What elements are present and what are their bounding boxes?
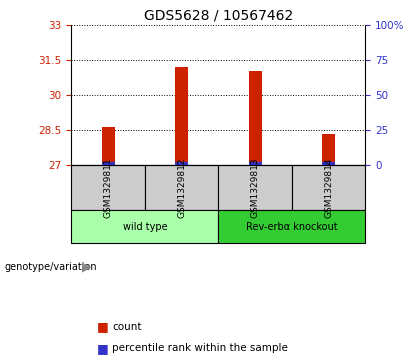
Text: GSM1329811: GSM1329811 <box>104 158 113 218</box>
Bar <box>249 162 262 165</box>
Bar <box>175 67 188 165</box>
Text: count: count <box>113 322 142 332</box>
Bar <box>218 165 292 211</box>
Text: percentile rank within the sample: percentile rank within the sample <box>113 343 288 354</box>
Bar <box>218 211 365 243</box>
Text: GSM1329813: GSM1329813 <box>251 158 260 218</box>
Bar <box>175 162 188 165</box>
Text: ■: ■ <box>97 320 108 333</box>
Bar <box>249 71 262 165</box>
Text: ▶: ▶ <box>82 260 92 273</box>
Bar <box>322 162 335 165</box>
Bar <box>145 165 218 211</box>
Text: GSM1329814: GSM1329814 <box>324 158 333 218</box>
Bar <box>102 127 115 165</box>
Text: Rev-erbα knockout: Rev-erbα knockout <box>246 222 338 232</box>
Title: GDS5628 / 10567462: GDS5628 / 10567462 <box>144 9 293 23</box>
Text: ■: ■ <box>97 342 108 355</box>
Text: GSM1329812: GSM1329812 <box>177 158 186 218</box>
Bar <box>102 162 115 165</box>
Text: wild type: wild type <box>123 222 167 232</box>
Text: genotype/variation: genotype/variation <box>4 262 97 272</box>
Bar <box>71 211 218 243</box>
Bar <box>322 134 335 165</box>
Bar <box>292 165 365 211</box>
Bar <box>71 165 145 211</box>
